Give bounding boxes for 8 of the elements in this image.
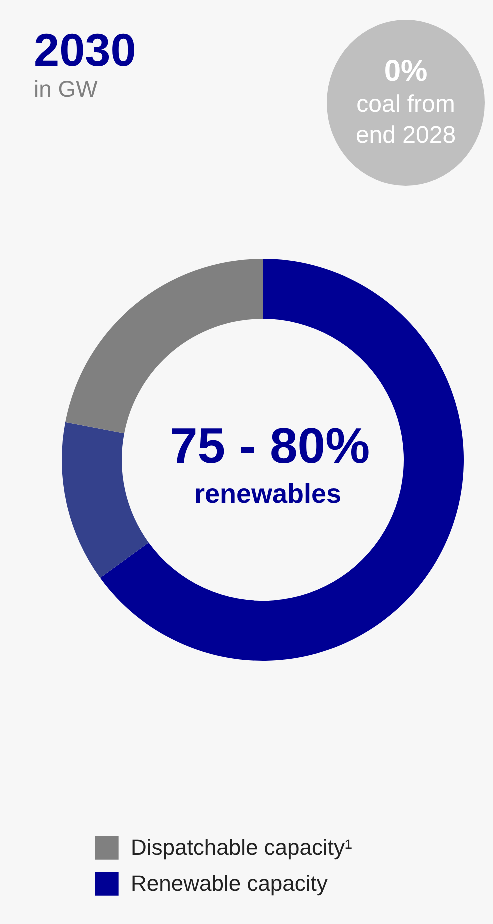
legend-label: Renewable capacity <box>131 871 328 896</box>
chart-title: 2030 <box>34 24 136 76</box>
donut-slice <box>62 422 149 578</box>
text: renewables <box>194 479 342 509</box>
text: 75 - 80% <box>170 418 370 474</box>
donut-slice <box>100 259 464 661</box>
legend-label: Dispatchable capacity¹ <box>131 835 352 860</box>
chart-subtitle: in GW <box>34 76 98 102</box>
